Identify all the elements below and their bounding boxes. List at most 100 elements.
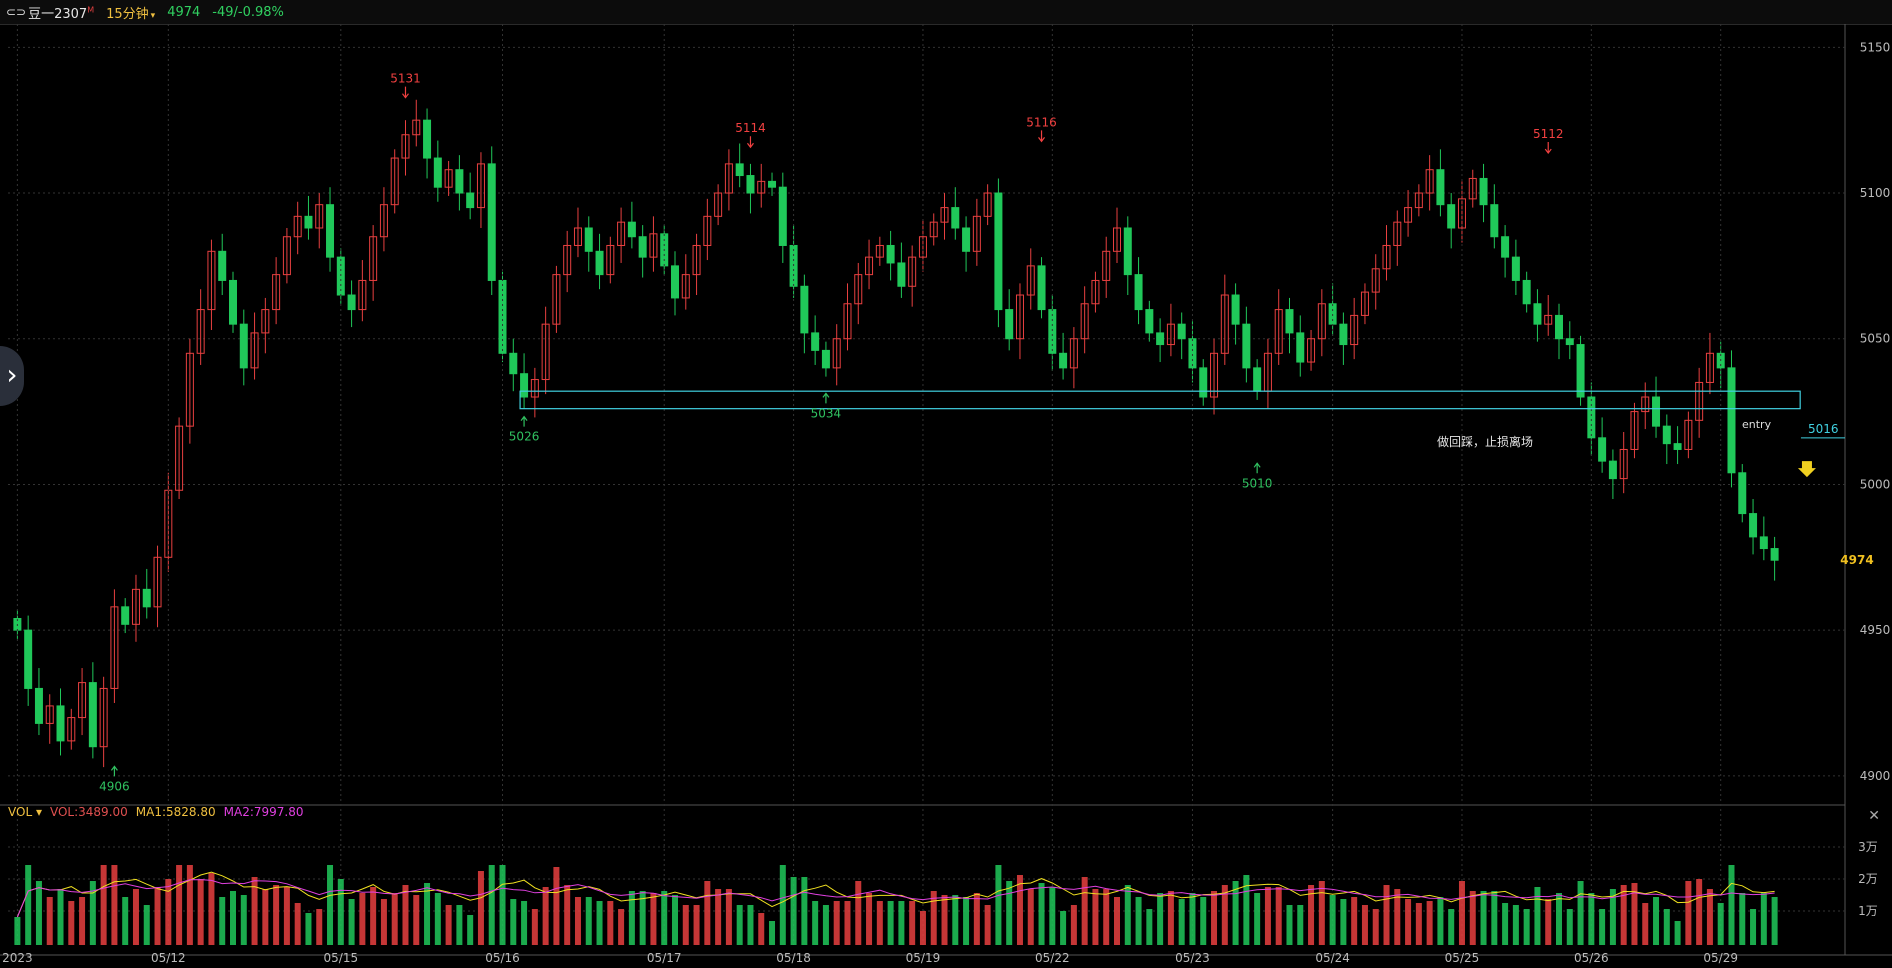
price-tick-label: 5000 [1860,477,1891,491]
volume-bar [122,897,129,945]
candle-body [110,606,119,689]
volume-bar [1480,891,1487,945]
volume-bar [628,891,635,945]
volume-bar [1189,893,1196,945]
symbol-name[interactable]: 豆一2307M [28,5,95,22]
volume-bar [1016,875,1023,945]
candle-body [121,606,130,625]
candle-body [821,349,830,369]
volume-bar [747,905,754,945]
volume-bar [1448,909,1455,945]
candle-body [897,262,906,287]
volume-bar [1588,893,1595,945]
volume-ma2-line [16,879,1775,918]
candle-body [509,352,518,375]
volume-bar [1717,903,1724,945]
candle-body [1156,332,1165,346]
volume-bar [57,889,64,945]
candle-body [757,180,766,194]
volume-indicator-selector[interactable]: VOL ▾ [8,805,42,819]
candle-body [1166,323,1175,346]
volume-bar [1027,889,1034,945]
price-tick-label: 5100 [1860,186,1891,200]
volume-bar [370,887,377,945]
volume-bar [186,865,193,945]
candle-body [595,250,604,276]
last-price: 4974 [167,4,201,20]
candle-body [606,244,615,276]
candle-body [1037,265,1046,311]
candle-body [1555,314,1563,340]
support-zone-box [519,390,1801,410]
volume-bar [1663,909,1670,945]
link-icon[interactable]: ⊂⊃ [6,5,27,19]
chevron-down-icon: ▾ [150,10,156,21]
interval-selector[interactable]: 15分钟 ▾ [106,6,156,22]
candle-body [1457,198,1466,229]
candle-body [1296,332,1305,363]
volume-ma1: MA1:5828.80 [135,805,216,819]
volume-bar [1545,899,1552,945]
date-tick-label: 05/17 [647,951,682,965]
volume-bar [316,909,323,945]
volume-bar [359,893,366,945]
volume-bar [930,891,937,945]
candle-body [390,157,399,206]
candle-body [1598,437,1607,462]
candle-body [1274,309,1283,354]
volume-bar [467,915,474,945]
low-arrow-icon [110,765,118,777]
candle-body [1210,352,1219,398]
volume-bar [1696,879,1703,945]
candle-body [1015,294,1024,340]
candle-body [379,204,388,238]
volume-bar [1308,885,1315,945]
sell-signal-arrow-icon [1797,461,1816,478]
candle-body [1705,352,1714,383]
volume-bar [1178,899,1185,945]
volume-bar [1728,865,1735,945]
volume-bar [607,901,614,945]
volume-bar [1049,887,1056,945]
candle-body [369,236,378,281]
candle-body [1026,265,1035,296]
candle-body [1371,268,1380,293]
candle-body [1059,352,1068,369]
volume-bar [693,905,700,945]
volume-bar [1124,885,1131,945]
candle-body [983,192,992,217]
volume-bar [1502,903,1509,945]
volume-bar [1437,897,1444,945]
volume-bar [294,903,301,945]
candle-body [1436,169,1445,206]
close-icon[interactable]: ✕ [1868,808,1880,824]
candle-body [671,265,679,299]
candle-body [1749,513,1758,538]
date-tick-label: 05/16 [485,951,520,965]
trade-note: 做回踩，止损离场 [1437,434,1533,449]
volume-bar [456,905,463,945]
volume-bar [1577,881,1584,945]
volume-bar [1103,889,1110,945]
date-tick-label: 05/29 [1703,951,1738,965]
volume-bar [14,917,21,945]
low-arrow-icon [1253,462,1261,474]
candle-body [1328,303,1337,325]
candle-body [724,163,733,194]
volume-bar [1264,887,1271,945]
volume-bar [1372,909,1379,945]
candle-body [1350,314,1359,346]
volume-bar [779,865,786,945]
volume-bar [650,893,657,945]
candle-body [455,169,464,194]
volume-bar [1200,897,1207,945]
candle-body [1565,338,1574,346]
high-arrow-icon [1544,142,1552,155]
volume-bar [219,897,226,945]
candle-body [1382,244,1391,270]
candle-body [207,250,216,311]
volume-bar [1070,905,1077,945]
volume-bar [348,899,355,945]
candle-body [563,244,572,276]
